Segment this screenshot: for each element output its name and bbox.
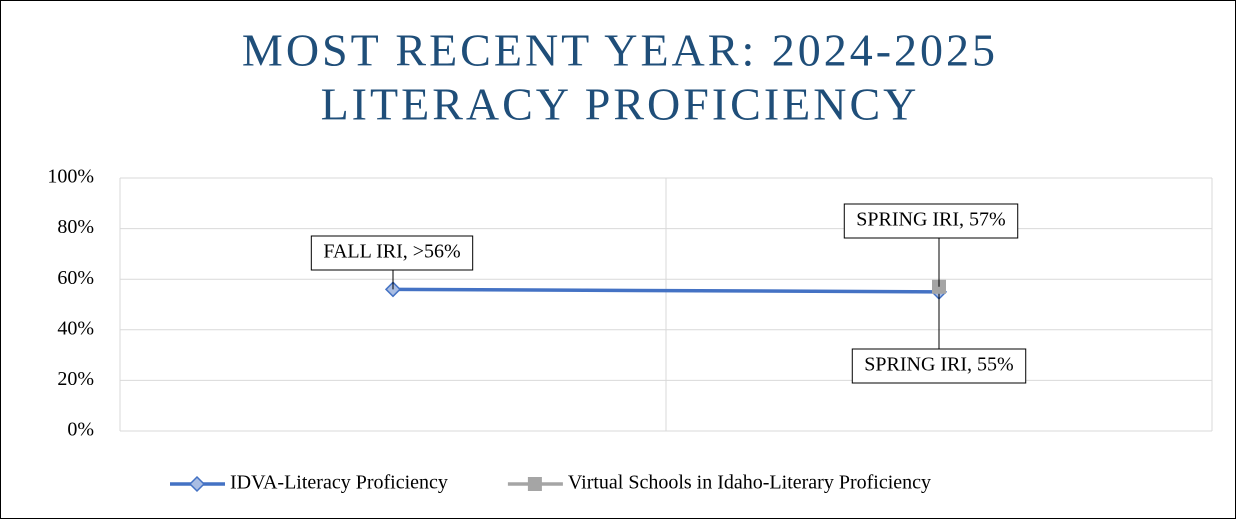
data-label: SPRING IRI, 55% <box>864 354 1013 376</box>
chart-title: LITERACY PROFICIENCY <box>321 79 920 130</box>
legend-label: Virtual Schools in Idaho-Literary Profic… <box>568 472 931 494</box>
legend-marker <box>188 475 206 493</box>
y-tick-label: 40% <box>57 317 94 339</box>
data-label: FALL IRI, >56% <box>323 241 460 263</box>
y-tick-label: 20% <box>57 368 94 390</box>
legend-marker <box>527 477 542 491</box>
y-tick-label: 80% <box>57 216 94 238</box>
series-line <box>392 287 940 294</box>
y-tick-label: 0% <box>67 419 94 441</box>
chart-title: MOST RECENT YEAR: 2024-2025 <box>242 25 998 76</box>
y-tick-label: 60% <box>57 267 94 289</box>
y-tick-label: 100% <box>47 166 94 188</box>
data-label: SPRING IRI, 57% <box>856 209 1005 231</box>
label-box <box>843 203 1019 239</box>
label-box <box>310 235 474 271</box>
label-box <box>851 348 1027 384</box>
legend-label: IDVA-Literacy Proficiency <box>230 472 448 494</box>
